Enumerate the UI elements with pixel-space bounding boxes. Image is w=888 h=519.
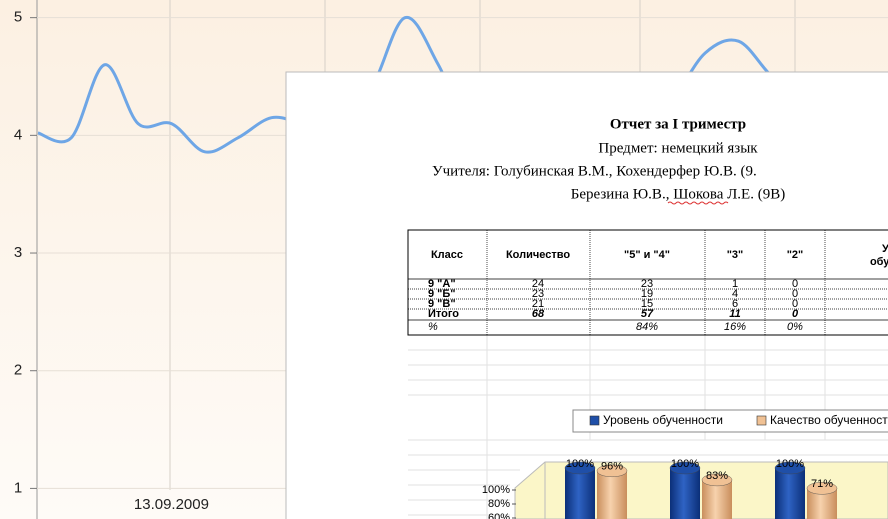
document-subject: Предмет: немецкий язык bbox=[598, 140, 758, 156]
bar-top bbox=[806, 482, 838, 495]
y-tick-label: 5 bbox=[14, 9, 22, 26]
table-cell: 15 bbox=[641, 298, 653, 310]
table-cell: 24 bbox=[532, 278, 544, 290]
bar-top bbox=[701, 473, 733, 487]
table-cell: 0 bbox=[792, 278, 798, 290]
bar-top bbox=[774, 461, 806, 475]
table-cell: 23 bbox=[532, 288, 544, 300]
y-tick-label: 2 bbox=[14, 362, 22, 379]
bar-top bbox=[669, 461, 701, 475]
table-cell: 9 "Б" bbox=[428, 288, 456, 300]
table-cell: 0 bbox=[792, 288, 798, 300]
legend-swatch bbox=[589, 415, 600, 426]
bar bbox=[702, 479, 732, 519]
data-label: 96% bbox=[601, 461, 623, 473]
x-tick-label: 13.09.2009 bbox=[134, 496, 209, 513]
document-teachers: Учителя: Голубинская В.М., Кохендерфер Ю… bbox=[432, 163, 757, 179]
table-cell: % bbox=[428, 321, 438, 333]
bar bbox=[807, 488, 837, 519]
y-tick-label: 60% bbox=[488, 512, 510, 519]
bar bbox=[565, 468, 595, 519]
spell-underline bbox=[667, 201, 729, 205]
bar bbox=[597, 470, 627, 519]
legend-label: Уровень обученности bbox=[603, 413, 723, 427]
y-tick-label: 1 bbox=[14, 479, 22, 496]
y-tick-label: 3 bbox=[14, 244, 22, 261]
table-cell: 9 "А" bbox=[428, 278, 456, 290]
table-cell: 19 bbox=[641, 288, 653, 300]
legend-swatch bbox=[756, 415, 767, 426]
table-cell: 0% bbox=[787, 321, 803, 333]
table-cell: 21 bbox=[532, 298, 544, 310]
table-cell: 16% bbox=[724, 321, 746, 333]
table-header: "5" и "4" bbox=[624, 249, 670, 261]
bar-top bbox=[564, 461, 596, 475]
table-cell: 0 bbox=[792, 308, 799, 320]
y-tick-label: 4 bbox=[14, 126, 22, 143]
table-cell: Итого bbox=[428, 308, 459, 320]
table-cell: 6 bbox=[732, 298, 738, 310]
table-header: "2" bbox=[787, 249, 804, 261]
table-lines bbox=[408, 230, 888, 335]
data-label: 100% bbox=[671, 458, 699, 470]
table-cell: 0 bbox=[792, 298, 798, 310]
table-cell: 23 bbox=[641, 278, 653, 290]
y-tick-label: 80% bbox=[488, 498, 510, 510]
table-border bbox=[407, 229, 888, 336]
data-label: 100% bbox=[776, 458, 804, 470]
document-page bbox=[285, 71, 888, 519]
bar bbox=[775, 468, 805, 519]
table-header: Количество bbox=[506, 249, 570, 261]
table-cell: 57 bbox=[641, 308, 654, 320]
table-header: Класс bbox=[431, 249, 463, 261]
legend bbox=[572, 409, 888, 433]
table-header: "3" bbox=[727, 249, 744, 261]
legend-label: Качество обученности bbox=[770, 413, 888, 427]
table-cell: 4 bbox=[732, 288, 738, 300]
data-label: 100% bbox=[566, 458, 594, 470]
document-teachers: Березина Ю.В., Шокова Л.Е. (9В) bbox=[571, 186, 785, 202]
table-cell: 84% bbox=[636, 321, 658, 333]
table-cell: 9 "В" bbox=[428, 298, 456, 310]
document: Отчет за I триместр Предмет: немецкий яз… bbox=[285, 71, 888, 519]
bar-top bbox=[596, 464, 628, 477]
document-title: Отчет за I триместр bbox=[610, 116, 746, 132]
table-cell: 1 bbox=[732, 278, 738, 290]
data-label: 83% bbox=[706, 470, 728, 482]
table-cell: 11 bbox=[729, 308, 740, 320]
data-label: 71% bbox=[811, 478, 833, 490]
y-tick-label: 100% bbox=[482, 484, 510, 496]
bar bbox=[670, 468, 700, 519]
table-cell: 68 bbox=[532, 308, 545, 320]
